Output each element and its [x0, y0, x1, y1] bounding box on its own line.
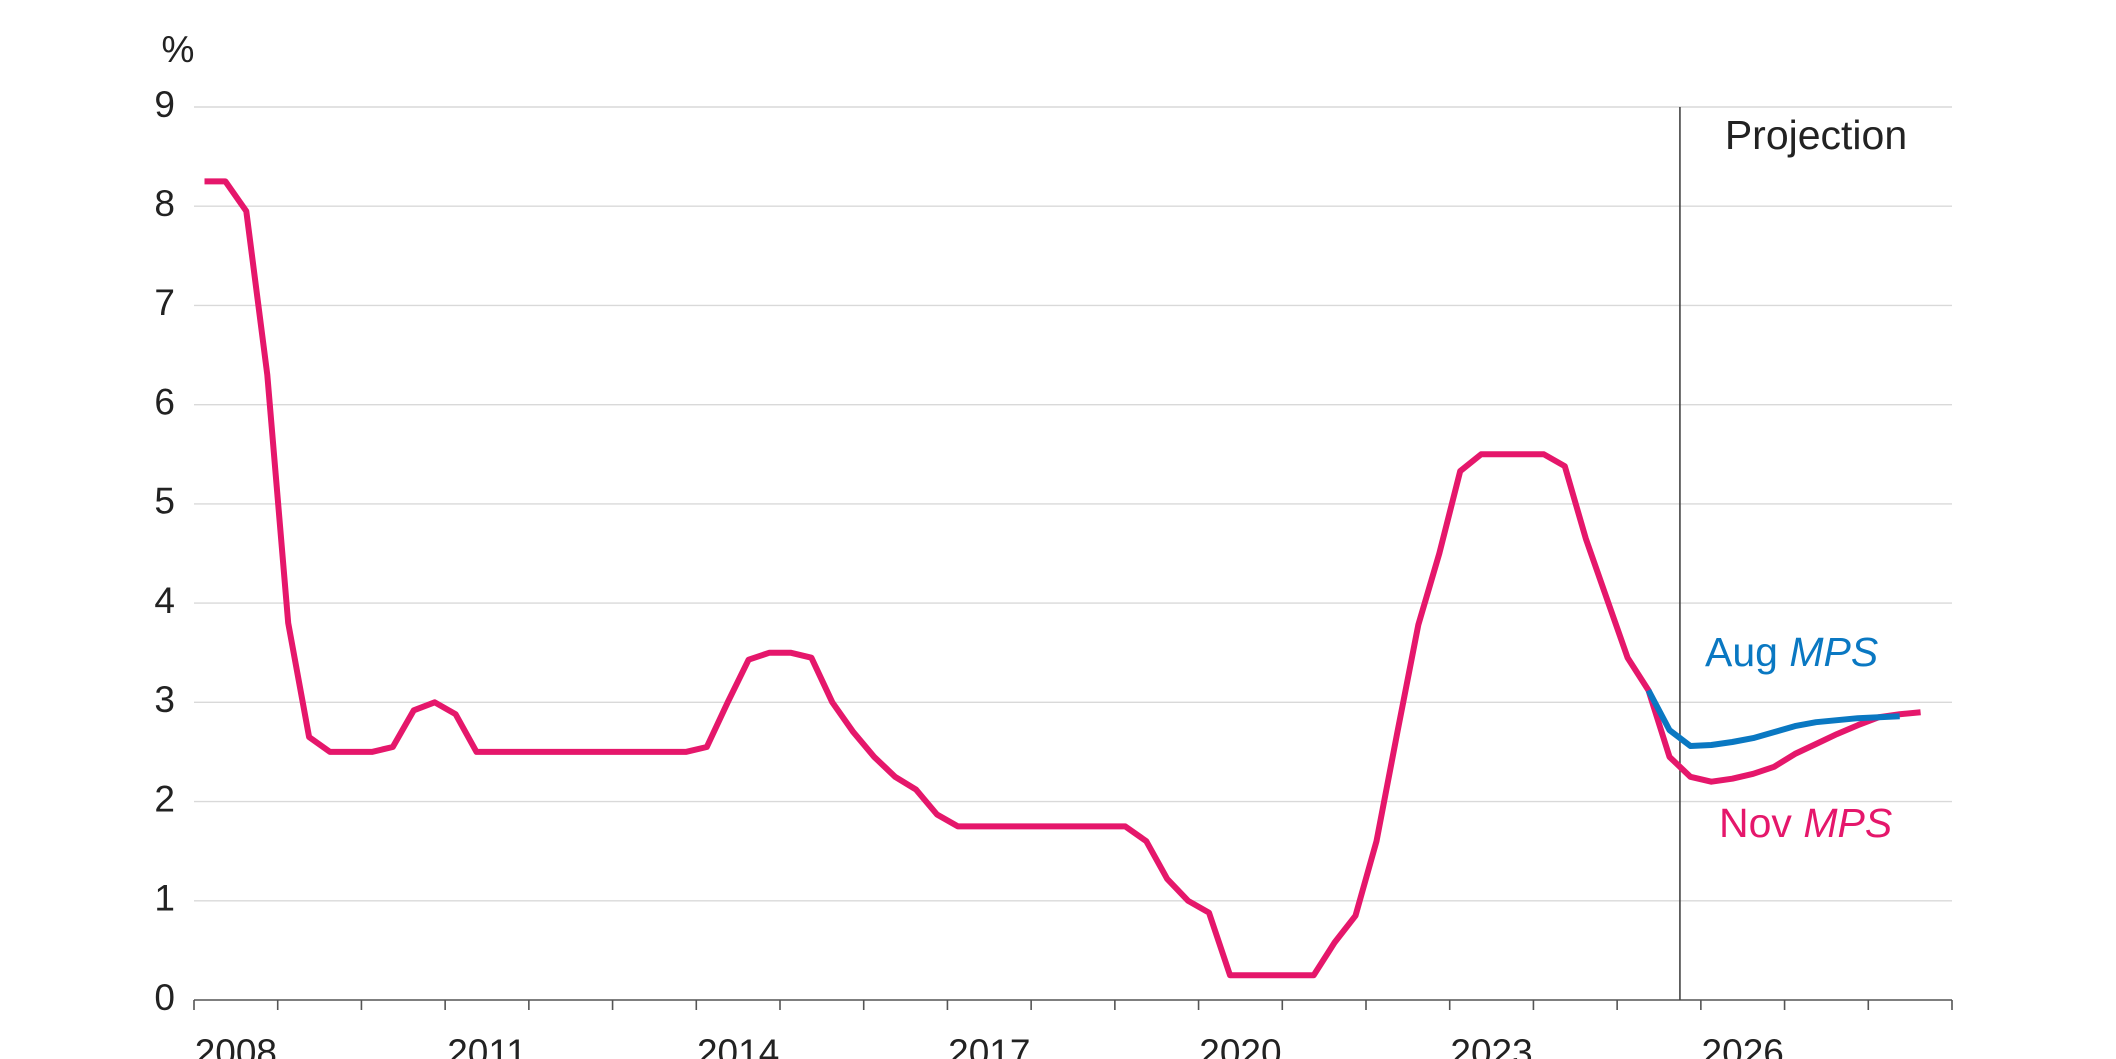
- y-tick-label: 4: [154, 580, 175, 621]
- y-tick-label: 3: [154, 679, 175, 720]
- x-tick-label: 2023: [1450, 1032, 1532, 1059]
- y-tick-label: 2: [154, 778, 175, 819]
- x-tick-label: 2014: [697, 1032, 779, 1059]
- x-tick-label: 2020: [1199, 1032, 1281, 1059]
- x-tick-label: 2017: [948, 1032, 1030, 1059]
- y-tick-label: 6: [154, 381, 175, 422]
- legend-label: Aug MPS: [1705, 629, 1878, 675]
- y-tick-label: 7: [154, 282, 175, 323]
- series-line: [204, 178, 1921, 979]
- y-tick-label: 0: [154, 977, 175, 1018]
- projection-label: Projection: [1725, 112, 1907, 158]
- y-tick-label: 1: [154, 878, 175, 919]
- x-tick-label: 2011: [447, 1032, 527, 1059]
- legend-label: Nov MPS: [1719, 800, 1892, 846]
- x-tick-label: 2026: [1702, 1032, 1784, 1059]
- series-line: [1645, 688, 1900, 749]
- y-tick-label: 9: [154, 84, 175, 125]
- y-unit: %: [162, 29, 195, 70]
- y-tick-label: 5: [154, 481, 175, 522]
- y-tick-label: 8: [154, 183, 175, 224]
- x-tick-label: 2008: [195, 1032, 277, 1059]
